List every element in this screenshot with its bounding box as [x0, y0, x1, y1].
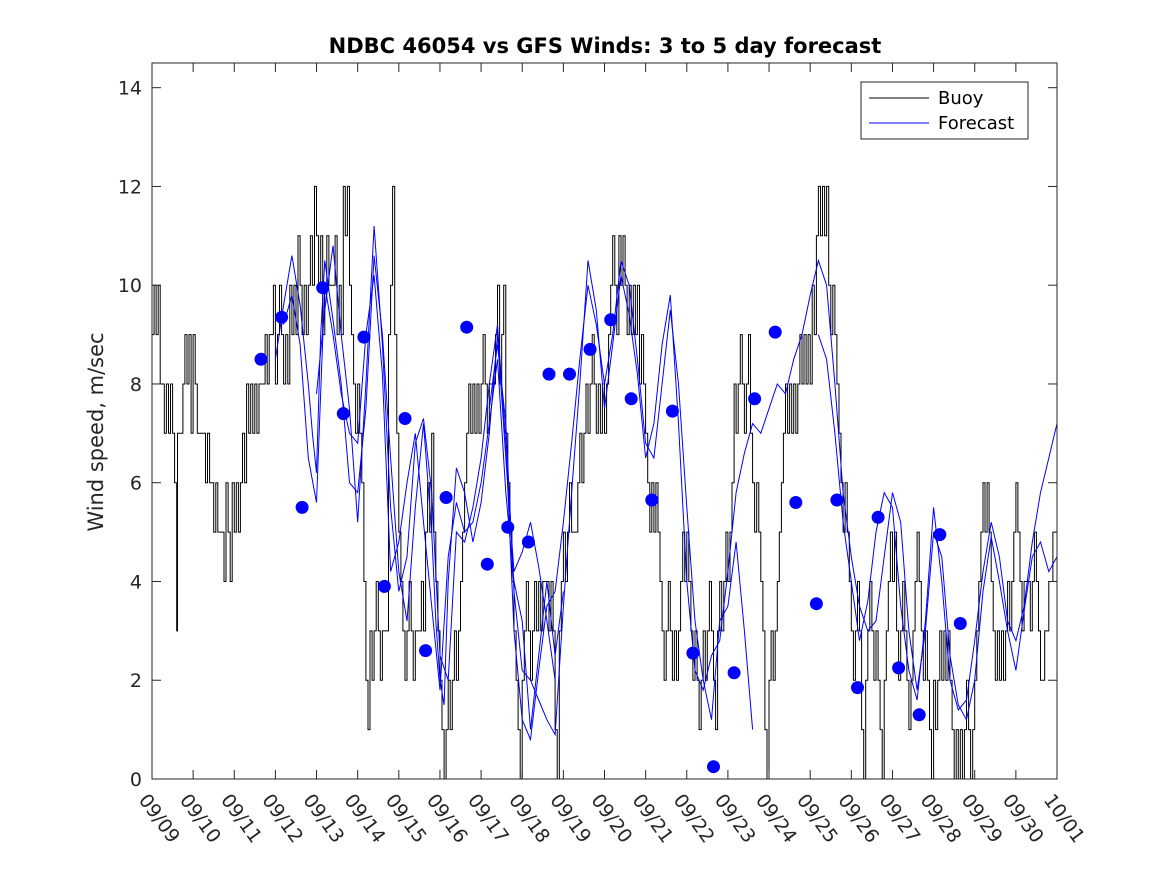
- forecast-point: [357, 330, 371, 344]
- y-tick-label: 14: [118, 78, 142, 100]
- series-line-forecast-run-5: [817, 334, 1057, 711]
- forecast-point: [439, 491, 453, 504]
- forecast-point: [727, 666, 741, 680]
- forecast-point: [748, 392, 762, 406]
- forecast-point: [933, 528, 947, 542]
- forecast-point: [851, 681, 864, 695]
- y-axis-label: Wind speed, m/sec: [84, 332, 108, 531]
- series-line-buoy: [152, 185, 1057, 779]
- series-line-forecast-run-4: [488, 258, 1057, 737]
- y-tick-label: 6: [130, 473, 142, 495]
- forecast-point: [542, 367, 556, 381]
- forecast-point: [336, 407, 350, 421]
- forecast-point: [830, 493, 844, 507]
- chart-title: NDBC 46054 vs GFS Winds: 3 to 5 day fore…: [329, 34, 882, 58]
- forecast-point: [604, 313, 618, 327]
- forecast-point: [419, 644, 433, 658]
- y-tick-label: 4: [130, 571, 142, 593]
- forecast-point: [892, 661, 906, 675]
- series-line-forecast-run-2: [283, 275, 564, 730]
- y-tick-label: 8: [130, 374, 142, 396]
- forecast-point: [521, 535, 535, 549]
- forecast-point: [707, 760, 720, 774]
- legend-box: [860, 81, 1029, 140]
- forecast-point: [275, 310, 289, 324]
- series-line-forecast-run-3: [316, 225, 754, 742]
- forecast-point: [912, 708, 926, 722]
- forecast-point: [377, 579, 391, 593]
- forecast-point: [809, 597, 823, 611]
- forecast-point: [624, 392, 638, 406]
- forecast-point: [398, 412, 412, 425]
- forecast-point: [501, 520, 515, 534]
- forecast-point: [583, 342, 597, 356]
- forecast-point: [480, 557, 494, 571]
- forecast-point: [563, 367, 576, 381]
- legend-label-buoy: Buoy: [938, 88, 984, 109]
- y-tick-label: 2: [130, 670, 142, 692]
- forecast-point: [789, 496, 803, 509]
- forecast-point: [871, 510, 885, 524]
- forecast-point: [768, 325, 782, 339]
- forecast-point: [254, 352, 268, 366]
- y-tick-label: 0: [130, 769, 142, 791]
- forecast-point: [665, 404, 679, 418]
- y-tick-label: 12: [118, 176, 142, 198]
- forecast-point: [686, 646, 700, 660]
- y-tick-label: 10: [118, 275, 142, 297]
- series-layer: [152, 185, 1057, 779]
- legend-label-forecast: Forecast: [938, 113, 1014, 134]
- series-line-forecast-run-1: [274, 255, 556, 705]
- forecast-point: [953, 617, 967, 630]
- forecast-point: [295, 500, 309, 514]
- forecast-point: [645, 493, 659, 507]
- forecast-point: [460, 320, 474, 334]
- forecast-point: [316, 281, 330, 295]
